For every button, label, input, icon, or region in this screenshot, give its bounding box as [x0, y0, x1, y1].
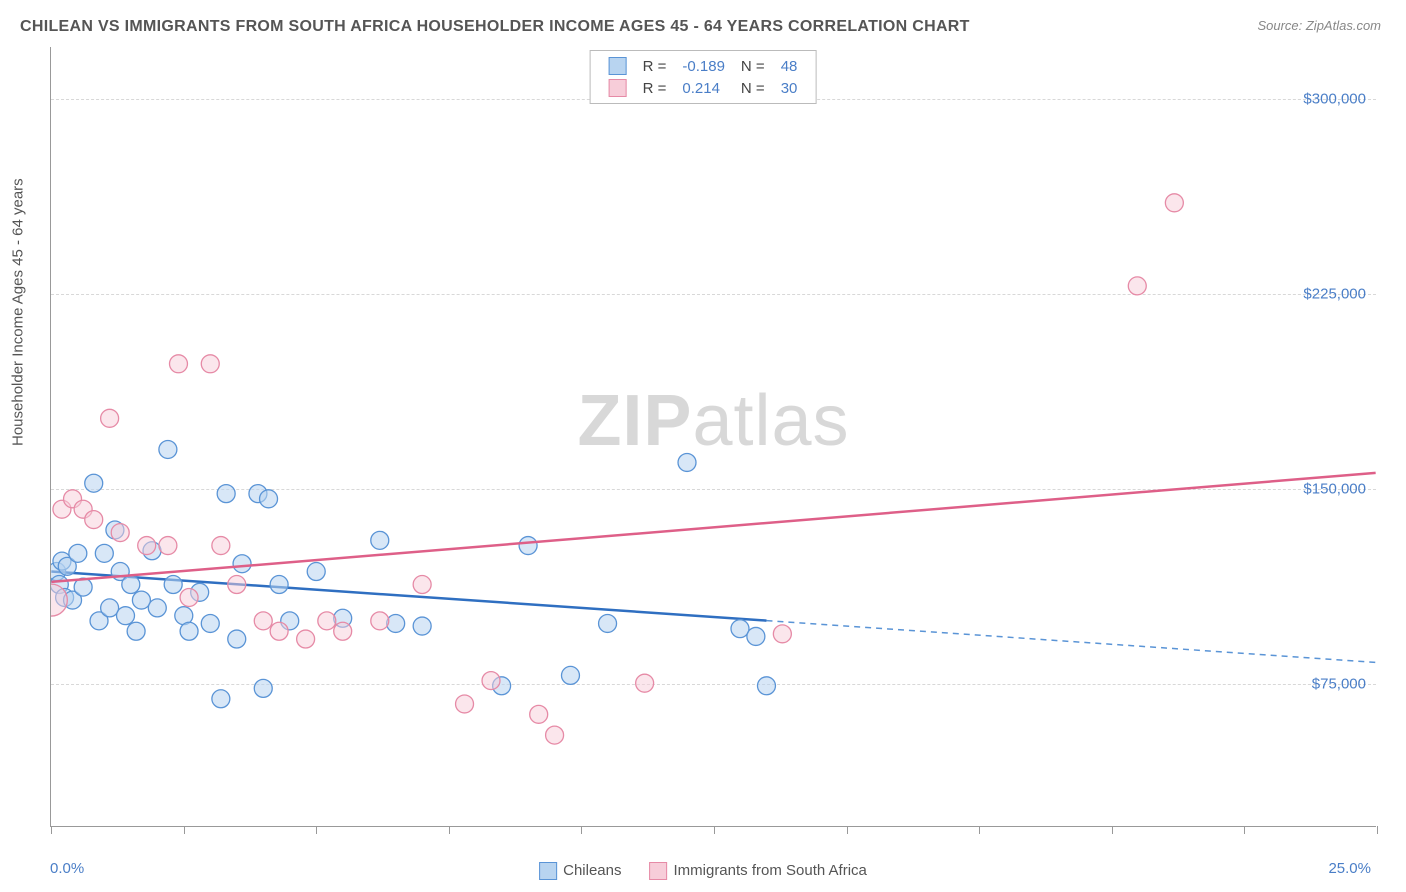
data-point [371, 531, 389, 549]
data-point [519, 537, 537, 555]
legend-series: Chileans Immigrants from South Africa [539, 862, 867, 880]
data-point [228, 630, 246, 648]
legend-r-label: R = [635, 55, 675, 77]
x-tick [581, 826, 582, 834]
data-point [95, 544, 113, 562]
legend-series-label: Immigrants from South Africa [673, 862, 866, 879]
legend-n-value: 30 [773, 77, 806, 99]
data-point [636, 674, 654, 692]
data-point [169, 355, 187, 373]
data-point [228, 576, 246, 594]
legend-series-item: Immigrants from South Africa [649, 862, 866, 880]
data-point [260, 490, 278, 508]
data-point [413, 617, 431, 635]
data-point [159, 440, 177, 458]
chart-svg [51, 47, 1376, 826]
legend-series-label: Chileans [563, 862, 621, 879]
data-point [482, 672, 500, 690]
data-point [201, 614, 219, 632]
data-point [201, 355, 219, 373]
legend-correlation-row: R =-0.189N =48 [601, 55, 806, 77]
legend-r-label: R = [635, 77, 675, 99]
x-tick [51, 826, 52, 834]
data-point [132, 591, 150, 609]
data-point [138, 537, 156, 555]
chart-title: CHILEAN VS IMMIGRANTS FROM SOUTH AFRICA … [20, 18, 970, 36]
data-point [127, 622, 145, 640]
data-point [1128, 277, 1146, 295]
data-point [85, 474, 103, 492]
x-tick [1112, 826, 1113, 834]
x-tick [184, 826, 185, 834]
x-tick [847, 826, 848, 834]
legend-swatch [539, 862, 557, 880]
x-axis-max-label: 25.0% [1328, 860, 1371, 877]
data-point [254, 679, 272, 697]
legend-correlation-row: R =0.214N =30 [601, 77, 806, 99]
data-point [530, 705, 548, 723]
legend-swatch [609, 57, 627, 75]
data-point [297, 630, 315, 648]
data-point [334, 622, 352, 640]
plot-area: ZIPatlas $75,000$150,000$225,000$300,000 [50, 47, 1376, 827]
data-point [270, 622, 288, 640]
data-point [270, 576, 288, 594]
data-point [159, 537, 177, 555]
x-tick [1244, 826, 1245, 834]
legend-r-value: 0.214 [674, 77, 733, 99]
legend-swatch [609, 79, 627, 97]
data-point [180, 589, 198, 607]
data-point [212, 537, 230, 555]
data-point [212, 690, 230, 708]
data-point [747, 627, 765, 645]
data-point [371, 612, 389, 630]
data-point [233, 555, 251, 573]
data-point [546, 726, 564, 744]
legend-n-label: N = [733, 77, 773, 99]
legend-r-value: -0.189 [674, 55, 733, 77]
data-point [456, 695, 474, 713]
data-point [731, 620, 749, 638]
data-point [307, 563, 325, 581]
legend-n-value: 48 [773, 55, 806, 77]
trend-line-dashed [766, 621, 1375, 663]
data-point [111, 524, 129, 542]
data-point [69, 544, 87, 562]
data-point [101, 409, 119, 427]
legend-correlation-table: R =-0.189N =48R =0.214N =30 [601, 55, 806, 99]
x-tick [449, 826, 450, 834]
data-point [561, 666, 579, 684]
data-point [387, 614, 405, 632]
data-point [180, 622, 198, 640]
legend-swatch [649, 862, 667, 880]
data-point [1165, 194, 1183, 212]
data-point [318, 612, 336, 630]
source-attribution: Source: ZipAtlas.com [1257, 18, 1381, 33]
data-point [122, 576, 140, 594]
data-point [599, 614, 617, 632]
data-point [678, 453, 696, 471]
legend-series-item: Chileans [539, 862, 621, 880]
data-point [217, 485, 235, 503]
data-point [148, 599, 166, 617]
data-point [85, 511, 103, 529]
legend-n-label: N = [733, 55, 773, 77]
data-point [254, 612, 272, 630]
data-point [413, 576, 431, 594]
data-point [164, 576, 182, 594]
data-point [773, 625, 791, 643]
data-point [101, 599, 119, 617]
x-axis-min-label: 0.0% [50, 860, 84, 877]
x-tick [316, 826, 317, 834]
x-tick [1377, 826, 1378, 834]
y-axis-title: Householder Income Ages 45 - 64 years [10, 178, 27, 446]
legend-correlation: R =-0.189N =48R =0.214N =30 [590, 50, 817, 104]
data-point [757, 677, 775, 695]
x-tick [714, 826, 715, 834]
x-tick [979, 826, 980, 834]
data-point [117, 607, 135, 625]
